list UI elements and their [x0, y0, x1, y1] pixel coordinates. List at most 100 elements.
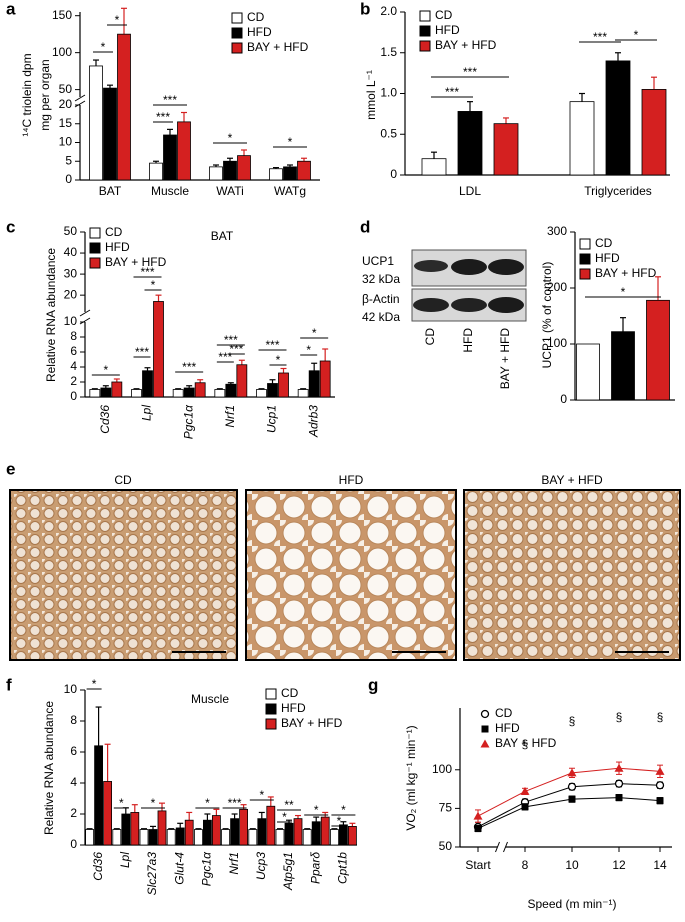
- bar: [611, 331, 635, 401]
- marker: [567, 782, 577, 791]
- bar: [214, 389, 226, 398]
- legend-swatch: [231, 27, 243, 39]
- bar: [223, 160, 237, 181]
- significance-label: ***: [156, 110, 170, 124]
- y-axis-label: mg per organ: [38, 59, 52, 130]
- marker: [655, 781, 665, 790]
- blot-band: [488, 297, 524, 313]
- marker: [480, 709, 490, 719]
- significance-label: *: [276, 353, 281, 367]
- bar: [172, 389, 184, 398]
- bar: [166, 829, 176, 846]
- y-tick-label: 20: [59, 97, 73, 111]
- significance-label: ***: [135, 345, 149, 359]
- axis-break: [495, 841, 500, 853]
- significance-label: *: [341, 803, 346, 817]
- x-tick-label: Cpt1b: [336, 852, 350, 884]
- blot-band: [488, 259, 524, 275]
- bar: [89, 389, 101, 398]
- significance-label: *: [621, 285, 626, 299]
- x-tick-label: Slc27a3: [145, 852, 159, 896]
- x-tick-label: Lpl: [140, 405, 154, 421]
- y-axis-label: Relative RNA abundance: [42, 701, 56, 835]
- micrograph-bay-hfd: [463, 489, 681, 661]
- x-tick-label: Pparδ: [308, 852, 322, 884]
- panel-label: e: [6, 459, 15, 478]
- micrograph-title: BAY + HFD: [541, 473, 603, 487]
- y-axis-label: mmol L⁻¹: [364, 70, 378, 120]
- x-tick-label: 14: [653, 858, 667, 872]
- y-tick-label: 2.0: [380, 4, 397, 18]
- marker: [473, 811, 483, 820]
- bar: [183, 387, 195, 398]
- bar: [329, 829, 339, 846]
- micrograph-title: HFD: [339, 473, 364, 487]
- legend-label: BAY + HFD: [495, 736, 557, 750]
- legend-label: HFD: [247, 25, 272, 39]
- blot-label: β-Actin: [362, 292, 400, 306]
- bar: [163, 134, 177, 181]
- bar: [311, 821, 321, 846]
- bar: [493, 123, 519, 176]
- significance-label: ***: [229, 342, 243, 356]
- y-axis-label: ¹⁴C triolein dpm: [20, 53, 34, 136]
- legend-label: HFD: [435, 23, 460, 37]
- x-tick-label: 10: [565, 858, 579, 872]
- y-tick-label: 40: [64, 245, 78, 259]
- panel-label: d: [360, 217, 370, 236]
- bar: [211, 815, 221, 846]
- significance-label: *: [306, 343, 311, 357]
- y-tick-label: 8: [70, 713, 77, 727]
- bar: [202, 819, 212, 846]
- bar: [302, 829, 312, 846]
- blot-label: 32 kDa: [362, 272, 400, 286]
- legend-label: CD: [105, 225, 123, 239]
- legend-swatch: [419, 25, 431, 37]
- x-tick-label: Pgc1α: [200, 851, 214, 886]
- y-tick-label: 20: [64, 287, 78, 301]
- legend-swatch: [579, 238, 591, 250]
- significance-label: *: [312, 326, 317, 340]
- legend-swatch: [579, 253, 591, 265]
- bar: [237, 155, 251, 181]
- x-tick-label: Cd36: [98, 405, 112, 434]
- micrograph-hfd: [245, 489, 457, 661]
- axis-break: [503, 841, 508, 853]
- significance-label: ***: [228, 796, 242, 810]
- bar: [275, 829, 285, 846]
- bar: [319, 360, 331, 398]
- legend-label: HFD: [595, 251, 620, 265]
- bar: [131, 389, 142, 398]
- panel-label: c: [6, 217, 15, 236]
- marker: [480, 739, 490, 748]
- y-tick-label: 30: [64, 266, 78, 280]
- x-tick-label: Cd36: [91, 852, 105, 881]
- legend-label: BAY + HFD: [435, 38, 497, 52]
- significance-label: *: [337, 814, 342, 828]
- panel-label: f: [6, 675, 12, 694]
- bar: [85, 829, 94, 846]
- bar: [130, 812, 140, 846]
- legend-label: CD: [495, 706, 513, 720]
- y-tick-label: 4: [70, 775, 77, 789]
- bar: [225, 383, 237, 398]
- x-tick-label: Glut-4: [172, 852, 186, 885]
- significance-label: *: [101, 40, 106, 54]
- y-tick-label: 0: [65, 172, 72, 186]
- significance-label: *: [115, 13, 120, 27]
- significance-label: *: [259, 788, 264, 802]
- bar: [117, 33, 131, 181]
- x-tick-label: Pgc1α: [181, 404, 195, 439]
- bar: [184, 819, 194, 846]
- bar: [103, 781, 112, 846]
- significance-label: *: [288, 135, 293, 149]
- legend-label: BAY + HFD: [281, 716, 343, 730]
- y-tick-label: 15: [59, 116, 73, 130]
- marker: [520, 786, 530, 795]
- legend-label: CD: [247, 10, 265, 24]
- marker: [568, 795, 576, 803]
- bar: [139, 829, 149, 846]
- bar: [347, 826, 357, 846]
- bar: [293, 818, 303, 846]
